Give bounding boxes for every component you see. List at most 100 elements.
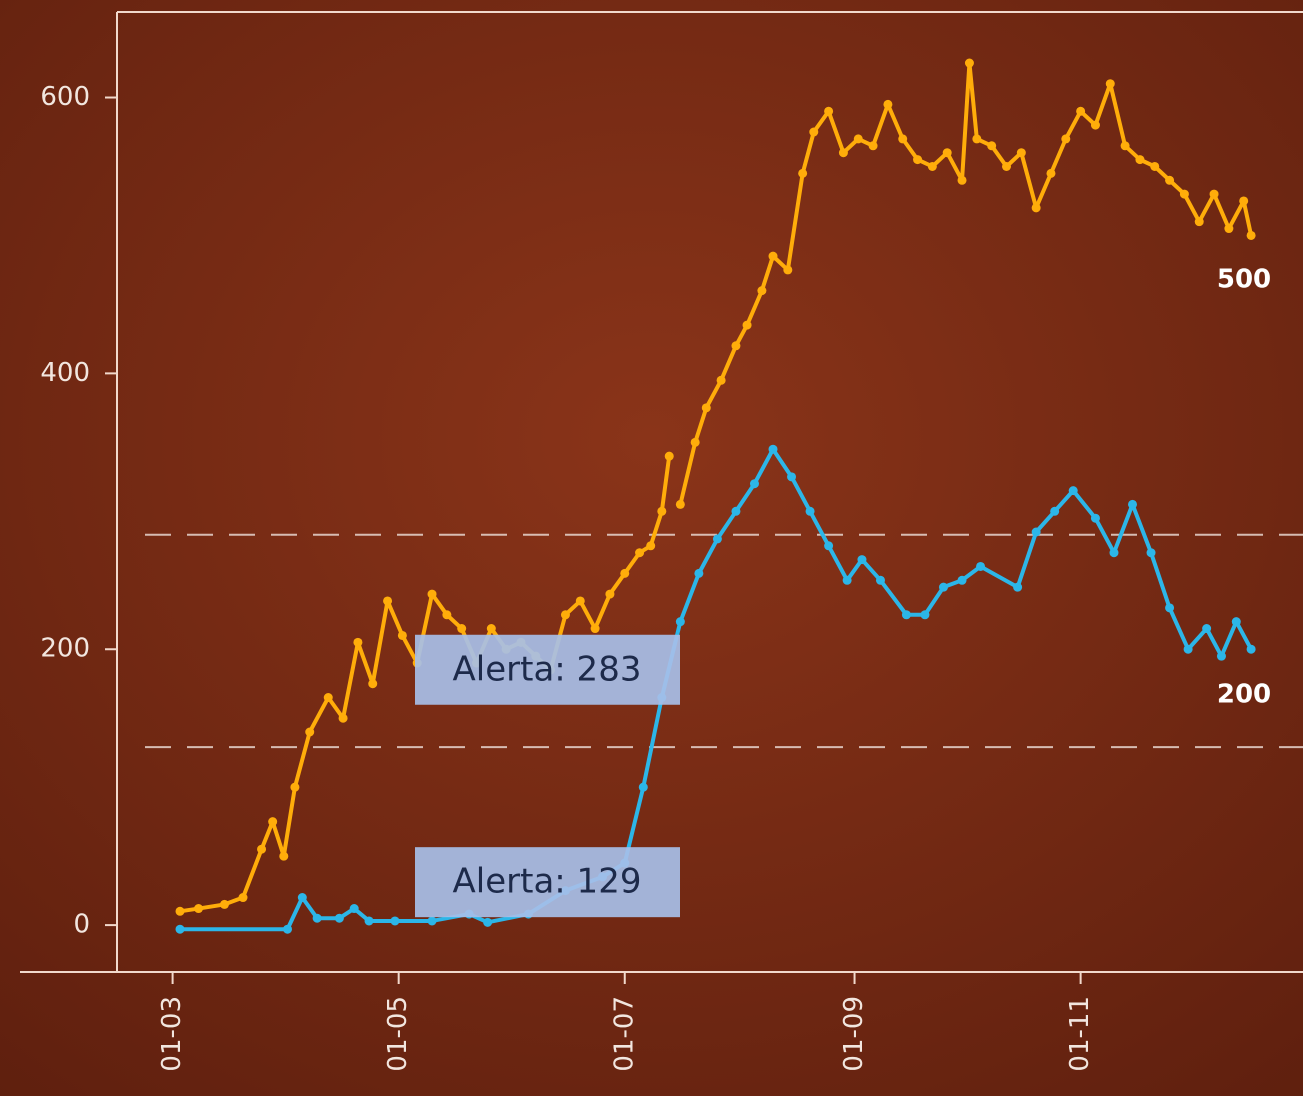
point [1090,120,1100,130]
point [783,265,793,275]
point [964,58,974,68]
point [920,610,930,620]
point [957,175,967,185]
point [1061,134,1071,144]
point [875,575,885,585]
point [390,916,400,926]
x-tick-label: 01-09 [839,996,869,1072]
point [901,610,911,620]
x-tick-label: 01-05 [383,996,413,1072]
alert-label: Alerta: 129 [453,862,642,902]
point [701,403,711,413]
point [1076,106,1086,116]
point [364,916,374,926]
point [883,99,893,109]
point [690,437,700,447]
point [976,561,986,571]
point [731,341,741,351]
y-tick-label: 0 [73,910,90,940]
point [334,913,344,923]
point [620,568,630,578]
point [809,127,819,137]
point [838,148,848,158]
point [1183,644,1193,654]
point [712,534,722,544]
point [768,251,778,261]
point [1050,506,1060,516]
point [297,893,307,903]
point [798,168,808,178]
point [1231,617,1241,627]
alert-box [415,847,680,918]
point [675,617,685,627]
point [913,155,923,165]
point [323,693,333,703]
point [427,916,437,926]
plot: 0 200 400 600 01-03 01-05 01-07 01-09 01-11 Alert… [40,58,1303,1072]
end-label: 200 [1217,680,1271,710]
point [635,548,645,558]
point [1165,175,1175,185]
point [219,899,229,909]
point [1068,486,1078,496]
point [1194,217,1204,227]
point [1246,230,1256,240]
point [957,575,967,585]
point [987,141,997,151]
point [1135,155,1145,165]
point [657,506,667,516]
point [1109,548,1119,558]
point [457,624,467,634]
point [349,904,359,914]
alert-label: Alerta: 283 [453,649,642,689]
point [972,134,982,144]
point [605,589,615,599]
point [312,913,322,923]
point [1179,189,1189,199]
point [353,637,363,647]
point [175,924,185,934]
point [938,582,948,592]
point [442,610,452,620]
point [1013,582,1023,592]
point [338,713,348,723]
alert-box [415,634,680,705]
point [646,541,656,551]
point [787,472,797,482]
point [1150,161,1160,171]
point [238,893,248,903]
series-line [180,447,1253,932]
point [731,506,741,516]
x-tick-label: 01-03 [157,996,187,1072]
point [290,782,300,792]
point [898,134,908,144]
point [279,851,289,861]
point [1031,527,1041,537]
point [805,506,815,516]
point [1031,203,1041,213]
point [1105,79,1115,89]
point [1016,148,1026,158]
point [590,624,600,634]
point [575,596,585,606]
point [675,499,685,509]
point [305,727,315,737]
point [1046,168,1056,178]
point [1202,624,1212,634]
point [853,134,863,144]
point [742,320,752,330]
point [368,679,378,689]
point [1120,141,1130,151]
point [638,782,648,792]
point [664,451,674,461]
point [1002,161,1011,171]
point [483,917,493,927]
point [757,286,767,296]
point [1090,513,1100,523]
y-tick-label: 600 [40,82,90,112]
point [427,589,437,599]
point [768,444,778,454]
point [560,610,570,620]
point [175,906,185,916]
